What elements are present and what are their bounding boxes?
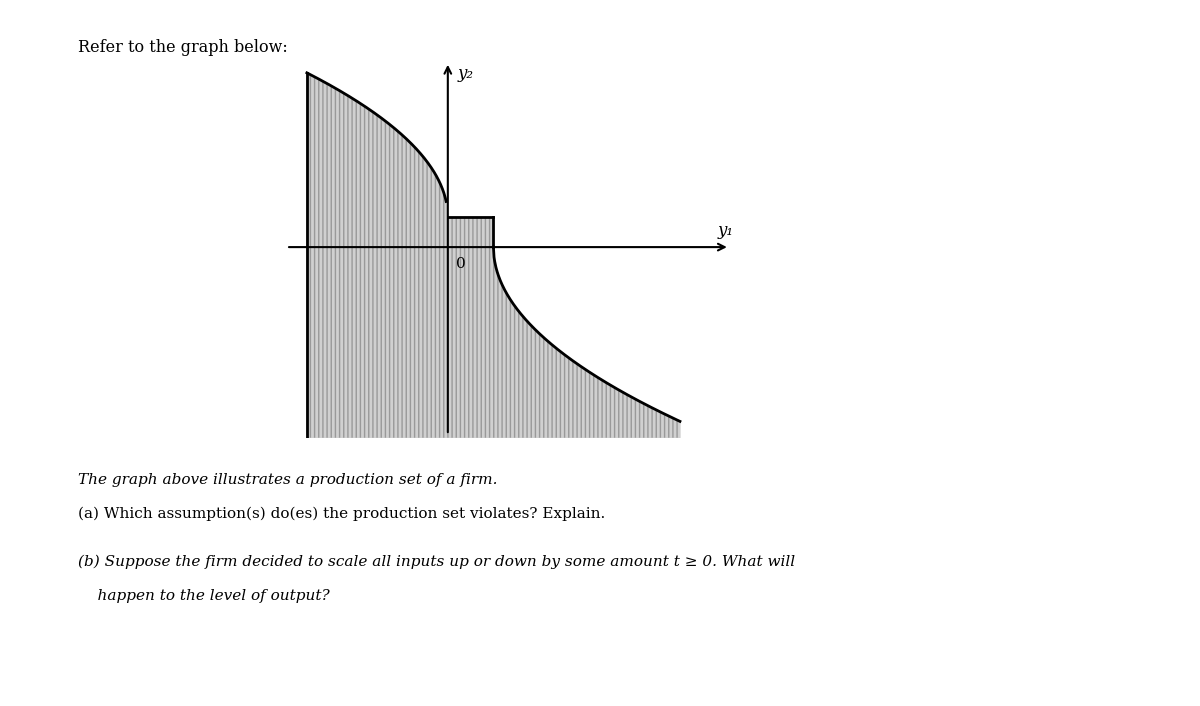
Text: 0: 0 bbox=[456, 257, 466, 271]
Text: y₂: y₂ bbox=[457, 65, 474, 82]
Text: happen to the level of output?: happen to the level of output? bbox=[78, 589, 330, 603]
Text: (b) Suppose the firm decided to scale all inputs up or down by some amount t ≥ 0: (b) Suppose the firm decided to scale al… bbox=[78, 555, 796, 569]
Text: y₁: y₁ bbox=[718, 222, 734, 239]
Polygon shape bbox=[307, 73, 680, 438]
Text: (a) Which assumption(s) do(es) the production set violates? Explain.: (a) Which assumption(s) do(es) the produ… bbox=[78, 507, 605, 521]
Text: The graph above illustrates a production set of a firm.: The graph above illustrates a production… bbox=[78, 473, 498, 487]
Text: Refer to the graph below:: Refer to the graph below: bbox=[78, 39, 288, 56]
